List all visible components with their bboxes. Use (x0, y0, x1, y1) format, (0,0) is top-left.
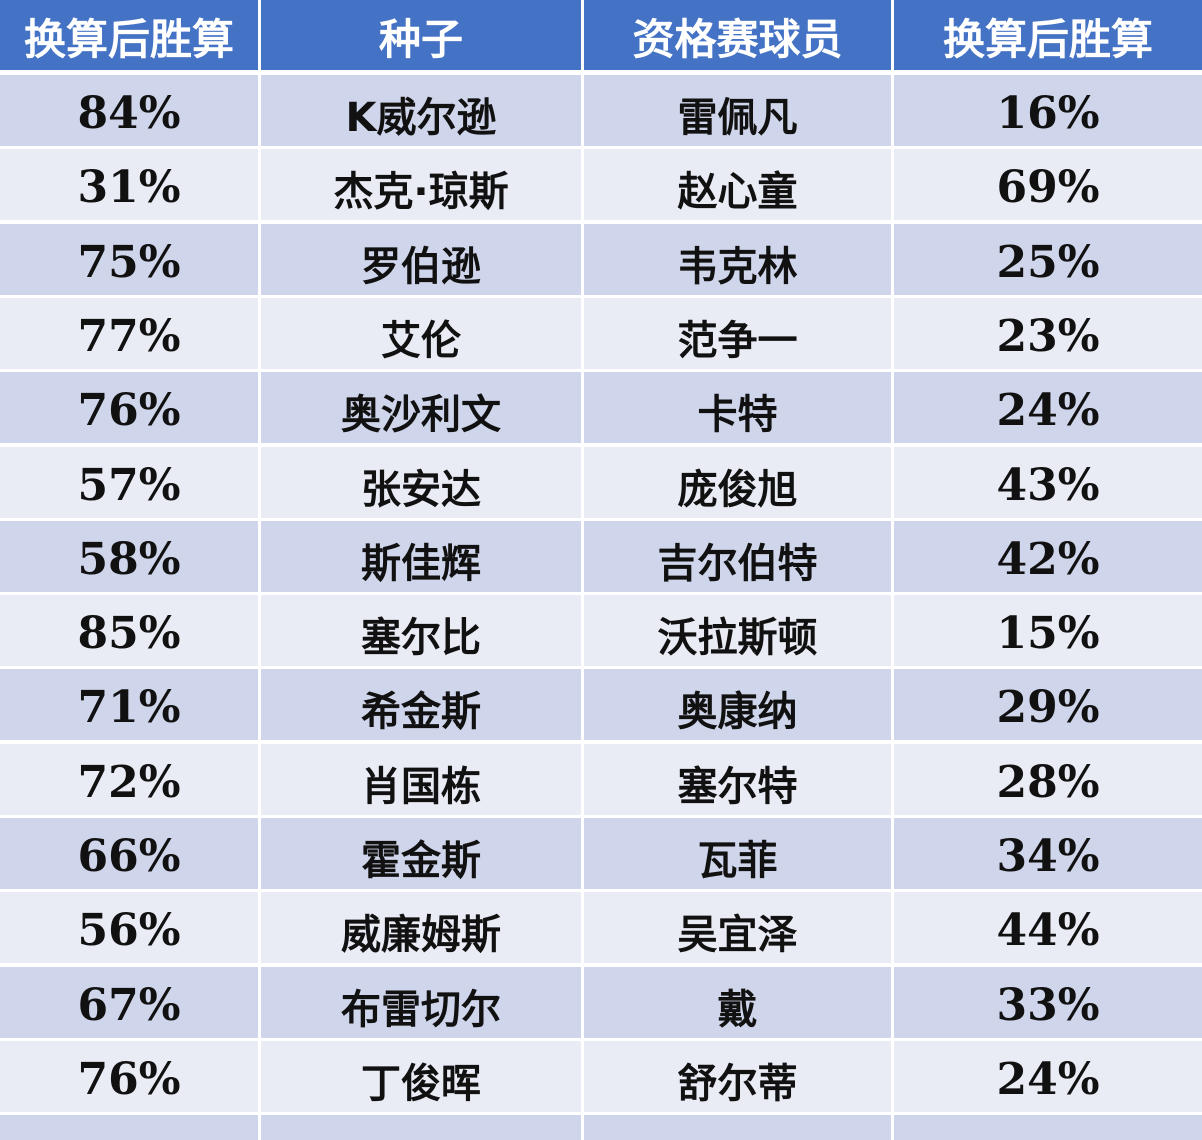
seed-name-cell: 张安达 (261, 447, 584, 518)
seed-odds-cell: 72% (0, 744, 261, 815)
seed-name-cell: 斯佳辉 (261, 521, 584, 592)
qualifier-odds-cell: 25% (996, 237, 1100, 288)
table-row: 72% 肖国栋 塞尔特 28% (0, 744, 1202, 815)
seed-name-cell: 丁俊晖 (261, 1041, 584, 1112)
table-row: 77% 艾伦 范争一 23% (0, 298, 1202, 369)
table-row: 67% 布雷切尔戴 33% (0, 967, 1202, 1038)
seed-name-cell: 威廉姆斯 (261, 892, 584, 963)
seed-name-cell: 肖国栋 (261, 744, 584, 815)
seed-odds-cell: 67% (0, 967, 261, 1038)
table-row: 85% 塞尔比 沃拉斯顿 15% (0, 595, 1202, 666)
qualifier-name-cell: 瓦菲 (584, 818, 894, 889)
header-seed: 种子 (261, 0, 584, 70)
seed-odds-cell: 56% (0, 892, 261, 963)
seed-name-cell: 艾伦 (261, 298, 584, 369)
qualifier-odds-cell: 43% (996, 460, 1100, 511)
table-row: 66% 霍金斯 瓦菲 34% (0, 818, 1202, 889)
seed-odds-cell: 71% (0, 669, 261, 740)
seed-name-cell: 希金斯 (261, 669, 584, 740)
table-row: 76% 奥沙利文 卡特 24% (0, 372, 1202, 443)
qualifier-name-cell: 奥康纳 (584, 669, 894, 740)
seed-odds-cell: 76% (0, 372, 261, 443)
seed-name-cell (261, 1115, 584, 1140)
table-row: 31% 杰克·琼斯 赵心童 69% (0, 149, 1202, 220)
qualifier-odds-cell: 28% (996, 757, 1100, 808)
table-row: 57% 张安达 庞俊旭 43% (0, 447, 1202, 518)
seed-name-cell: 杰克·琼斯 (261, 149, 584, 220)
qualifier-name-cell (584, 1115, 894, 1140)
table-row: 58% 斯佳辉 吉尔伯特 42% (0, 521, 1202, 592)
table-row: 71% 希金斯 奥康纳 29% (0, 669, 1202, 740)
qualifier-odds-cell: 16% (996, 88, 1100, 139)
seed-odds-cell: 85% (0, 595, 261, 666)
table-row: 76% 丁俊晖 舒尔蒂 24% (0, 1041, 1202, 1112)
qualifier-name-cell: 范争一 (584, 298, 894, 369)
qualifier-name-cell: 赵心童 (584, 149, 894, 220)
qualifier-name-cell: 卡特 (584, 372, 894, 443)
seed-odds-cell: 76% (0, 1041, 261, 1112)
seed-name-cell: 布雷切尔 (261, 967, 584, 1038)
qualifier-odds-cell: 15% (996, 608, 1100, 659)
qualifier-odds-cell: 69% (996, 162, 1100, 213)
qualifier-odds-cell: 29% (996, 682, 1100, 733)
qualifier-odds-cell: 33% (996, 980, 1100, 1031)
qualifier-odds-cell: 42% (996, 534, 1100, 585)
qualifier-odds-cell (894, 1115, 1202, 1140)
seed-odds-cell: 31% (0, 149, 261, 220)
qualifier-name-cell: 韦克林 (584, 224, 894, 295)
seed-odds-cell: 77% (0, 298, 261, 369)
table-header-row: 换算后胜算 种子 资格赛球员 换算后胜算 (0, 0, 1202, 70)
table-row: 56% 威廉姆斯 吴宜泽 44% (0, 892, 1202, 963)
qualifier-name-cell: 雷佩凡 (584, 75, 894, 146)
qualifier-name-cell: 庞俊旭 (584, 447, 894, 518)
qualifier-odds-cell: 44% (996, 905, 1100, 956)
seed-name-cell: 罗伯逊 (261, 224, 584, 295)
qualifier-name-cell: 吴宜泽 (584, 892, 894, 963)
qualifier-name-cell: 吉尔伯特 (584, 521, 894, 592)
qualifier-name-cell: 舒尔蒂 (584, 1041, 894, 1112)
qualifier-name-cell: 沃拉斯顿 (584, 595, 894, 666)
qualifier-odds-cell: 34% (996, 831, 1100, 882)
seed-name-cell: 奥沙利文 (261, 372, 584, 443)
seed-odds-cell: 75% (0, 224, 261, 295)
seed-name-cell: 霍金斯 (261, 818, 584, 889)
header-qualifier: 资格赛球员 (584, 0, 894, 70)
table-row: 84% K威尔逊 雷佩凡 16% (0, 75, 1202, 146)
qualifier-name-cell: 戴 (584, 967, 894, 1038)
qualifier-odds-cell: 24% (996, 1054, 1100, 1105)
qualifier-odds-cell: 23% (996, 311, 1100, 362)
header-seed-odds: 换算后胜算 (0, 0, 261, 70)
header-qualifier-odds: 换算后胜算 (942, 14, 1153, 64)
seed-odds-cell: 58% (0, 521, 261, 592)
seed-odds-cell: 84% (0, 75, 261, 146)
table-row (0, 1115, 1202, 1140)
seed-name-cell: K威尔逊 (261, 75, 584, 146)
qualifier-name-cell: 塞尔特 (584, 744, 894, 815)
table-row: 75% 罗伯逊 韦克林 25% (0, 224, 1202, 295)
seed-odds-cell (0, 1115, 261, 1140)
seed-name-cell: 塞尔比 (261, 595, 584, 666)
qualifier-odds-cell: 24% (996, 385, 1100, 436)
seed-odds-cell: 57% (0, 447, 261, 518)
seed-odds-cell: 66% (0, 818, 261, 889)
